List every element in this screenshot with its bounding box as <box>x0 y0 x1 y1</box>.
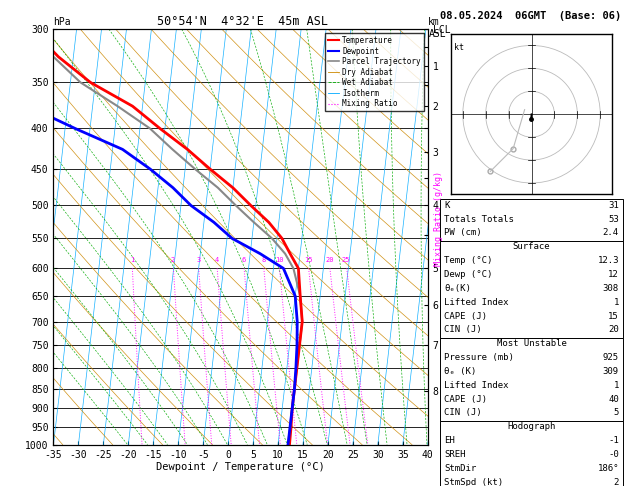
Text: 31: 31 <box>608 201 619 210</box>
Text: 2: 2 <box>613 478 619 486</box>
Text: 8: 8 <box>261 257 265 262</box>
Text: SREH: SREH <box>444 450 465 459</box>
Text: km: km <box>428 17 440 27</box>
Legend: Temperature, Dewpoint, Parcel Trajectory, Dry Adiabat, Wet Adiabat, Isotherm, Mi: Temperature, Dewpoint, Parcel Trajectory… <box>325 33 424 111</box>
Text: StmSpd (kt): StmSpd (kt) <box>444 478 503 486</box>
Text: 50°54'N  4°32'E  45m ASL: 50°54'N 4°32'E 45m ASL <box>157 15 328 28</box>
Text: 08.05.2024  06GMT  (Base: 06): 08.05.2024 06GMT (Base: 06) <box>440 11 621 21</box>
Text: Dewp (°C): Dewp (°C) <box>444 270 493 279</box>
Text: 186°: 186° <box>598 464 619 473</box>
Text: PW (cm): PW (cm) <box>444 228 482 238</box>
Text: CIN (J): CIN (J) <box>444 408 482 417</box>
Text: Lifted Index: Lifted Index <box>444 381 509 390</box>
Text: 5: 5 <box>613 408 619 417</box>
Text: 25: 25 <box>342 257 350 262</box>
Text: Lifted Index: Lifted Index <box>444 297 509 307</box>
Text: 20: 20 <box>325 257 333 262</box>
Text: kt: kt <box>454 43 464 52</box>
Text: Totals Totals: Totals Totals <box>444 215 514 224</box>
Text: Hodograph: Hodograph <box>508 422 555 432</box>
Text: Temp (°C): Temp (°C) <box>444 256 493 265</box>
Text: Surface: Surface <box>513 243 550 251</box>
Text: 12: 12 <box>608 270 619 279</box>
Text: Pressure (mb): Pressure (mb) <box>444 353 514 362</box>
Text: hPa: hPa <box>53 17 71 27</box>
Text: 15: 15 <box>608 312 619 321</box>
Text: K: K <box>444 201 450 210</box>
Text: θₑ(K): θₑ(K) <box>444 284 471 293</box>
Text: 3: 3 <box>196 257 201 262</box>
Text: CIN (J): CIN (J) <box>444 326 482 334</box>
Text: 1: 1 <box>613 381 619 390</box>
Text: Most Unstable: Most Unstable <box>496 339 567 348</box>
Text: 10: 10 <box>275 257 283 262</box>
Text: 2: 2 <box>171 257 175 262</box>
Text: 1: 1 <box>130 257 134 262</box>
Text: 309: 309 <box>603 367 619 376</box>
Text: 6: 6 <box>242 257 246 262</box>
Text: 20: 20 <box>608 326 619 334</box>
X-axis label: Dewpoint / Temperature (°C): Dewpoint / Temperature (°C) <box>156 462 325 472</box>
Text: CAPE (J): CAPE (J) <box>444 395 487 404</box>
Text: 53: 53 <box>608 215 619 224</box>
Text: EH: EH <box>444 436 455 445</box>
Text: -1: -1 <box>608 436 619 445</box>
Text: ASL: ASL <box>428 29 446 39</box>
Text: 40: 40 <box>608 395 619 404</box>
Text: CAPE (J): CAPE (J) <box>444 312 487 321</box>
Text: 4: 4 <box>214 257 219 262</box>
Text: 925: 925 <box>603 353 619 362</box>
Text: 12.3: 12.3 <box>598 256 619 265</box>
Text: 2.4: 2.4 <box>603 228 619 238</box>
Text: 15: 15 <box>304 257 313 262</box>
Text: θₑ (K): θₑ (K) <box>444 367 476 376</box>
Text: Mixing Ratio (g/kg): Mixing Ratio (g/kg) <box>434 171 443 266</box>
Text: 1: 1 <box>613 297 619 307</box>
Text: 308: 308 <box>603 284 619 293</box>
Text: -0: -0 <box>608 450 619 459</box>
Text: StmDir: StmDir <box>444 464 476 473</box>
